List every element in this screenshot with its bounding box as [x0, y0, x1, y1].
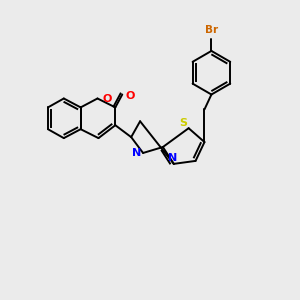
Text: N: N — [133, 148, 142, 158]
Text: O: O — [125, 91, 135, 100]
Text: Br: Br — [205, 25, 218, 35]
Text: N: N — [168, 153, 177, 163]
Text: O: O — [102, 94, 112, 104]
Text: S: S — [180, 118, 188, 128]
